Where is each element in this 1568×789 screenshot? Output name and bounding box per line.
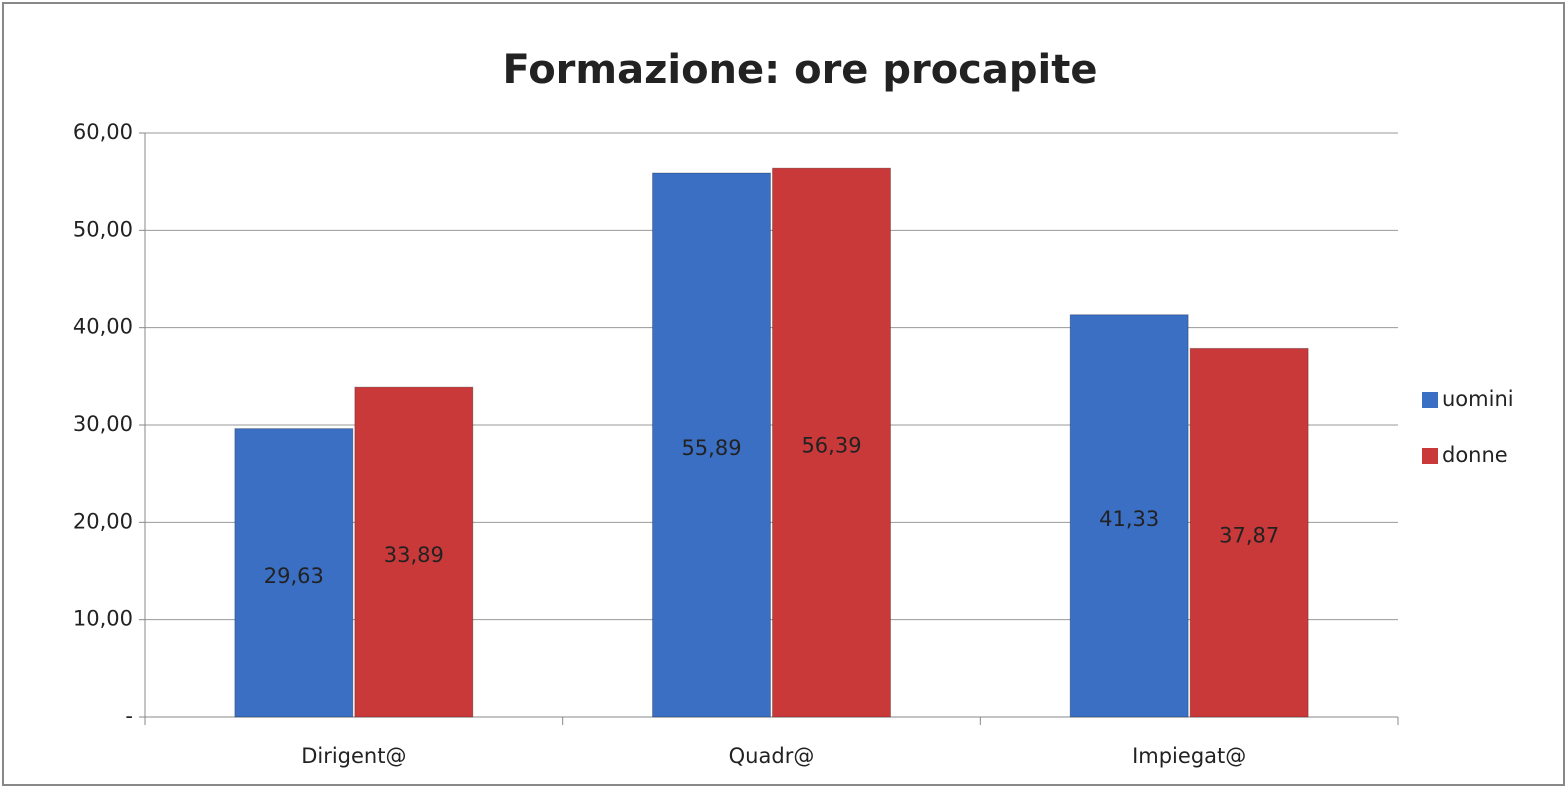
- bar: [1189, 347, 1309, 718]
- data-label: 37,87: [1219, 524, 1279, 548]
- data-label: 41,33: [1099, 507, 1159, 531]
- data-label: 56,39: [801, 434, 861, 458]
- y-tick-label: -: [125, 704, 133, 728]
- y-tick-label: 30,00: [73, 412, 133, 436]
- bar: [354, 386, 474, 718]
- y-tick-label: 60,00: [73, 120, 133, 144]
- bar: [234, 428, 354, 718]
- y-tick-label: 40,00: [73, 315, 133, 339]
- y-tick-label: 20,00: [73, 509, 133, 533]
- x-tick-label: Impiegat@: [1132, 744, 1246, 768]
- legend-swatch: [1422, 392, 1438, 408]
- chart-title: Formazione: ore procapite: [503, 47, 1098, 93]
- data-label: 55,89: [681, 436, 741, 460]
- data-label: 29,63: [264, 564, 324, 588]
- bar: [772, 167, 891, 718]
- bar: [652, 172, 771, 718]
- x-tick-label: Dirigent@: [301, 744, 406, 768]
- y-tick-label: 50,00: [73, 217, 133, 241]
- bar: [1069, 314, 1189, 718]
- legend-label: donne: [1442, 443, 1508, 467]
- legend-swatch: [1422, 448, 1438, 464]
- data-label: 33,89: [384, 543, 444, 567]
- x-tick-label: Quadr@: [729, 744, 815, 768]
- legend-label: uomini: [1442, 387, 1514, 411]
- y-tick-label: 10,00: [73, 607, 133, 631]
